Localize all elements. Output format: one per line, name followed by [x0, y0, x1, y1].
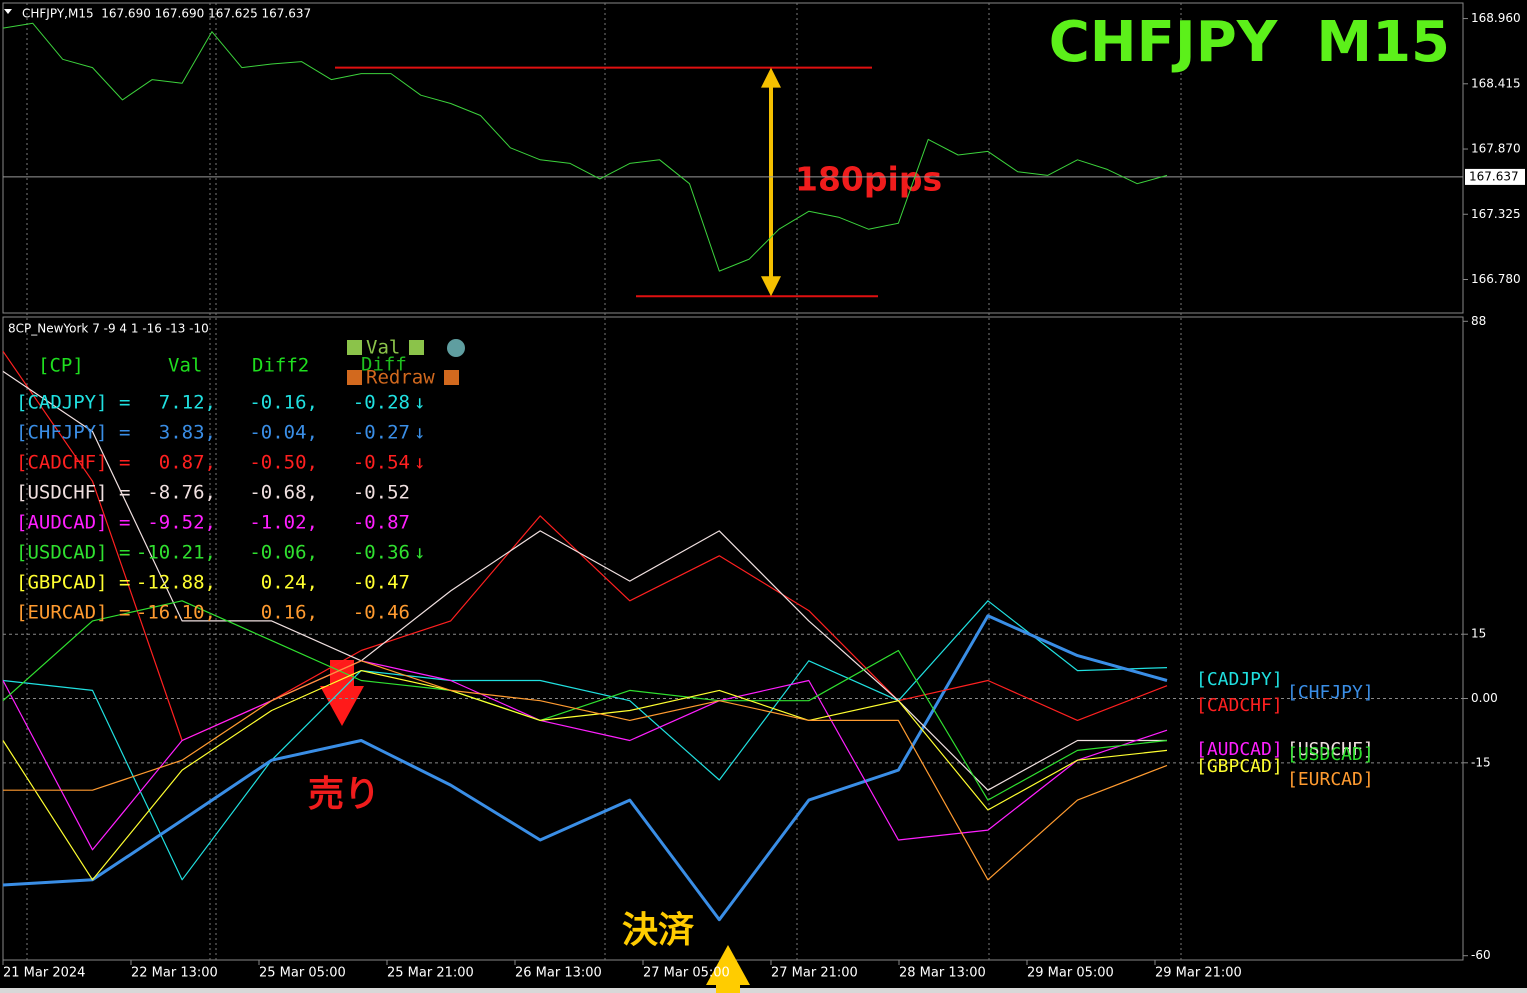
table-cell: ↓ — [414, 542, 425, 564]
data-line — [3, 660, 1168, 881]
range-arrow-head — [761, 276, 781, 297]
table-cell: -0.87 — [353, 512, 410, 534]
table-cell: -12.88, — [136, 572, 216, 594]
table-cell: -0.16, — [249, 392, 318, 414]
legend-label: [CHFJPY] — [1287, 682, 1374, 703]
diff-button[interactable]: Diff — [361, 354, 407, 376]
table-cell: -0.28 — [353, 392, 410, 414]
table-cell: -1.02, — [249, 512, 318, 534]
x-tick-label: 25 Mar 05:00 — [259, 966, 346, 981]
data-line — [2, 600, 1168, 801]
status-strip — [0, 988, 1527, 993]
legend-label: [CADJPY] — [1196, 669, 1283, 690]
button-swatch — [444, 370, 459, 385]
y-tick-label: 88 — [1471, 314, 1486, 328]
table-cell: -8.76, — [147, 482, 216, 504]
y-tick-label: 167.325 — [1471, 207, 1521, 221]
y-tick-label: 167.870 — [1471, 142, 1521, 156]
table-cell: -0.27 — [353, 422, 410, 444]
x-tick-label: 27 Mar 21:00 — [771, 966, 858, 981]
table-cell: -16.10, — [136, 602, 216, 624]
x-tick-label: 21 Mar 2024 — [3, 966, 85, 981]
table-cell: -0.06, — [249, 542, 318, 564]
table-cell: 3.83, — [159, 422, 216, 444]
table-cell: -0.54 — [353, 452, 410, 474]
data-line — [2, 22, 1168, 272]
table-cell: 0.24, — [261, 572, 318, 594]
indicator-title: 8CP_NewYork 7 -9 4 1 -16 -13 -10 — [8, 322, 209, 336]
close-arrow — [706, 945, 750, 993]
x-tick-label: 25 Mar 21:00 — [387, 966, 474, 981]
table-cell: -10.21, — [136, 542, 216, 564]
table-cell: -0.04, — [249, 422, 318, 444]
val-button[interactable]: Val — [366, 337, 400, 359]
legend-label: [CADCHF] — [1196, 695, 1283, 716]
button-dot[interactable] — [447, 339, 465, 357]
redraw-button[interactable]: Redraw — [366, 367, 435, 389]
x-tick-label: 26 Mar 13:00 — [515, 966, 602, 981]
y-tick-label: 15 — [1471, 627, 1486, 641]
table-cell: [GBPCAD] = — [16, 572, 130, 594]
button-swatch — [347, 370, 362, 385]
table-cell: -0.52 — [353, 482, 410, 504]
price-panel — [2, 2, 1464, 314]
table-cell: [USDCHF] = — [16, 482, 130, 504]
table-cell: [AUDCAD] = — [16, 512, 130, 534]
last-price-tag — [1465, 168, 1525, 185]
table-cell: [CADJPY] = — [16, 392, 130, 414]
y-tick-label: -60 — [1471, 948, 1491, 962]
close-label: 決済 — [622, 910, 694, 951]
button-swatch — [347, 340, 362, 355]
table-cell: ↓ — [414, 452, 425, 474]
legend-label: [AUDCAD] — [1196, 739, 1283, 760]
legend-label: [EURCAD] — [1287, 769, 1374, 790]
table-header: [CP] — [38, 355, 84, 377]
x-tick-label: 22 Mar 13:00 — [131, 966, 218, 981]
x-tick-label: 28 Mar 13:00 — [899, 966, 986, 981]
y-tick-label: 168.960 — [1471, 11, 1521, 25]
x-tick-label: 29 Mar 21:00 — [1155, 966, 1242, 981]
legend-label: [USDCHF] — [1287, 739, 1374, 760]
table-cell: -0.50, — [249, 452, 318, 474]
table-cell: [EURCAD] = — [16, 602, 130, 624]
y-tick-label: 0.00 — [1471, 691, 1498, 705]
sell-label: 売り — [308, 774, 380, 815]
legend-label: [USDCAD] — [1287, 744, 1374, 765]
big-title: CHFJPY M15 — [1049, 10, 1450, 75]
y-tick-label: -15 — [1471, 755, 1491, 769]
menu-triangle — [4, 9, 12, 14]
table-header: Diff2 — [252, 355, 309, 377]
table-cell: -0.68, — [249, 482, 318, 504]
table-cell: [CADCHF] = — [16, 452, 130, 474]
table-cell: ↓ — [414, 422, 425, 444]
table-cell: -9.52, — [147, 512, 216, 534]
panel-buttons: Val Diff Redraw — [347, 337, 465, 389]
x-tick-label: 29 Mar 05:00 — [1027, 966, 1114, 981]
data-line — [2, 600, 1168, 881]
table-cell: 7.12, — [159, 392, 216, 414]
x-tick-label: 27 Mar 05:00 — [643, 966, 730, 981]
table-cell: -0.36 — [353, 542, 410, 564]
range-label: 180pips — [795, 160, 942, 199]
table-cell: [USDCAD] = — [16, 542, 130, 564]
y-tick-label: 168.415 — [1471, 76, 1521, 90]
table-cell: ↓ — [414, 392, 425, 414]
table-header: Val — [168, 355, 202, 377]
button-swatch — [409, 340, 424, 355]
table-cell: -0.46 — [353, 602, 410, 624]
range-arrow-head — [761, 67, 781, 88]
data-line — [2, 614, 1168, 922]
indicator-panel — [2, 316, 1464, 961]
table-cell: [CHFJPY] = — [16, 422, 130, 444]
table-cell: 0.16, — [261, 602, 318, 624]
data-line — [2, 670, 1168, 881]
legend-label: [GBPCAD] — [1196, 756, 1283, 777]
y-tick-label: 166.780 — [1471, 272, 1521, 286]
table-cell: -0.47 — [353, 572, 410, 594]
last-price-label: 167.637 — [1469, 169, 1519, 183]
chart-header: CHFJPY,M15 167.690 167.690 167.625 167.6… — [22, 7, 311, 21]
table-cell: 0.87, — [159, 452, 216, 474]
data-line — [2, 660, 1168, 851]
